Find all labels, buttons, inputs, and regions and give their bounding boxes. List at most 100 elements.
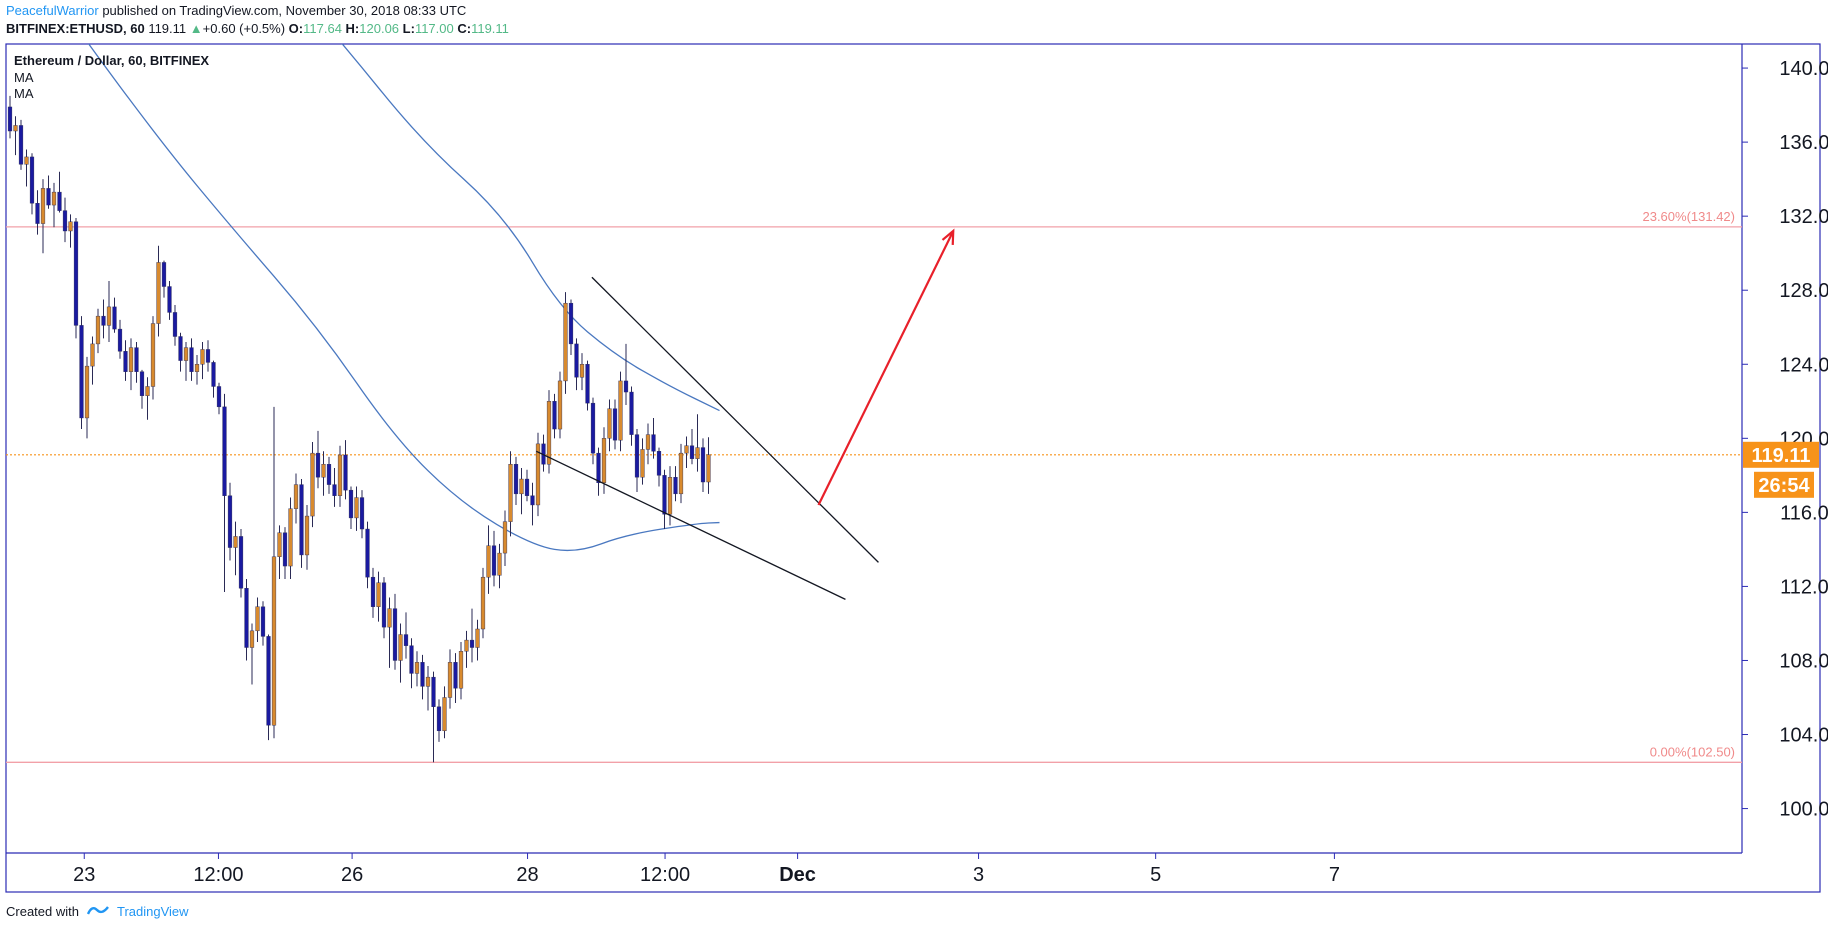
candle-body <box>299 484 304 556</box>
candle-body <box>552 401 557 430</box>
candle-body <box>167 286 172 313</box>
candle-4 <box>29 153 35 215</box>
chart-title: Ethereum / Dollar, 60, BITFINEX <box>14 53 209 68</box>
candle-body <box>332 484 337 496</box>
candle-117 <box>651 417 656 459</box>
candle-body <box>150 323 156 387</box>
price-change: +0.60 (+0.5%) <box>202 21 286 36</box>
candle-26 <box>150 316 156 400</box>
fib-label-1: 0.00%(102.50) <box>1650 744 1735 759</box>
candle-17 <box>101 299 106 339</box>
candle-body <box>343 454 348 491</box>
candle-0 <box>7 95 13 139</box>
candle-body <box>189 347 194 372</box>
candle-body <box>365 528 370 578</box>
candle-body <box>431 676 436 707</box>
x-tick-label-8: 7 <box>1329 864 1340 886</box>
candle-body <box>84 365 90 419</box>
candle-body <box>233 536 238 548</box>
y-tick-label-0: 140.00 <box>1779 58 1828 80</box>
close-value: 119.11 <box>471 21 509 36</box>
legend-ma-2: MA <box>14 86 34 101</box>
candle-39 <box>222 393 227 592</box>
candle-body <box>337 454 343 496</box>
x-tick-label-0: 23 <box>73 864 95 886</box>
candle-1 <box>13 116 18 156</box>
candles <box>7 95 711 763</box>
candle-body <box>7 106 13 132</box>
candle-5 <box>35 190 40 235</box>
candle-body <box>524 478 530 496</box>
candle-body <box>172 312 178 337</box>
open-value: 117.64 <box>303 21 342 36</box>
candle-68 <box>381 577 387 639</box>
candle-43 <box>244 579 249 661</box>
candle-body <box>95 315 101 345</box>
candle-body <box>282 532 288 567</box>
candle-body <box>519 478 524 495</box>
x-tick-label-2: 26 <box>341 864 363 886</box>
candle-6 <box>40 179 46 254</box>
candle-body <box>596 452 601 483</box>
candle-92 <box>513 456 519 505</box>
candle-body <box>106 306 112 326</box>
candle-122 <box>678 443 684 504</box>
candle-body <box>480 576 486 630</box>
x-tick-label-5: Dec <box>779 864 816 886</box>
candle-18 <box>106 280 112 343</box>
candle-81 <box>453 653 458 704</box>
candle-19 <box>112 297 117 333</box>
candle-body <box>706 454 711 483</box>
candle-46 <box>260 601 266 646</box>
candle-body <box>502 521 508 554</box>
candle-94 <box>524 469 530 502</box>
y-tick-label-1: 136.00 <box>1779 132 1828 154</box>
price-chart[interactable]: 23.60%(131.42) 0.00%(102.50) 140.00 136.00… <box>0 0 1828 900</box>
candle-body <box>607 408 612 439</box>
candle-body <box>244 588 249 648</box>
candle-86 <box>480 567 486 639</box>
fib-label-0: 23.60%(131.42) <box>1642 209 1735 224</box>
candle-127 <box>706 437 711 494</box>
candle-body <box>590 402 596 454</box>
candle-60 <box>337 445 343 507</box>
candle-body <box>392 608 398 661</box>
candle-95 <box>530 482 535 526</box>
candle-body <box>40 188 46 224</box>
ma-line-1 <box>341 44 720 412</box>
candle-body <box>376 582 381 607</box>
candle-body <box>640 449 645 478</box>
candle-body <box>51 191 57 206</box>
x-tick-label-7: 5 <box>1150 864 1161 886</box>
candle-body <box>381 582 387 628</box>
candle-72 <box>403 612 409 659</box>
candle-body <box>117 328 123 352</box>
candle-body <box>29 156 35 204</box>
candle-body <box>409 645 414 674</box>
candle-body <box>128 347 134 372</box>
candle-123 <box>684 436 689 468</box>
candle-body <box>277 532 282 557</box>
author-link[interactable]: PeacefulWarrior <box>6 3 99 18</box>
candle-9 <box>57 171 62 213</box>
candle-114 <box>634 429 640 493</box>
candle-body <box>304 515 310 556</box>
candle-body <box>161 262 167 287</box>
candle-121 <box>673 466 678 502</box>
time-axis[interactable]: 23 12:00 26 28 12:00 Dec 3 5 7 <box>73 853 1340 886</box>
candle-29 <box>167 280 172 320</box>
candle-53 <box>299 479 304 568</box>
candle-62 <box>348 486 354 530</box>
candle-12 <box>73 218 79 339</box>
candle-body <box>387 608 392 628</box>
candle-body <box>222 406 227 496</box>
y-tick-label-7: 112.00 <box>1780 576 1828 598</box>
tradingview-brand-link[interactable]: TradingView <box>116 904 189 919</box>
candle-body <box>79 325 84 419</box>
candle-body <box>612 408 618 441</box>
price-axis[interactable]: 140.00136.00132.00128.00124.00120.00116.… <box>1742 58 1828 821</box>
open-label: O: <box>288 21 304 36</box>
candle-119 <box>662 469 667 530</box>
candle-106 <box>590 397 596 465</box>
candle-90 <box>502 510 508 567</box>
